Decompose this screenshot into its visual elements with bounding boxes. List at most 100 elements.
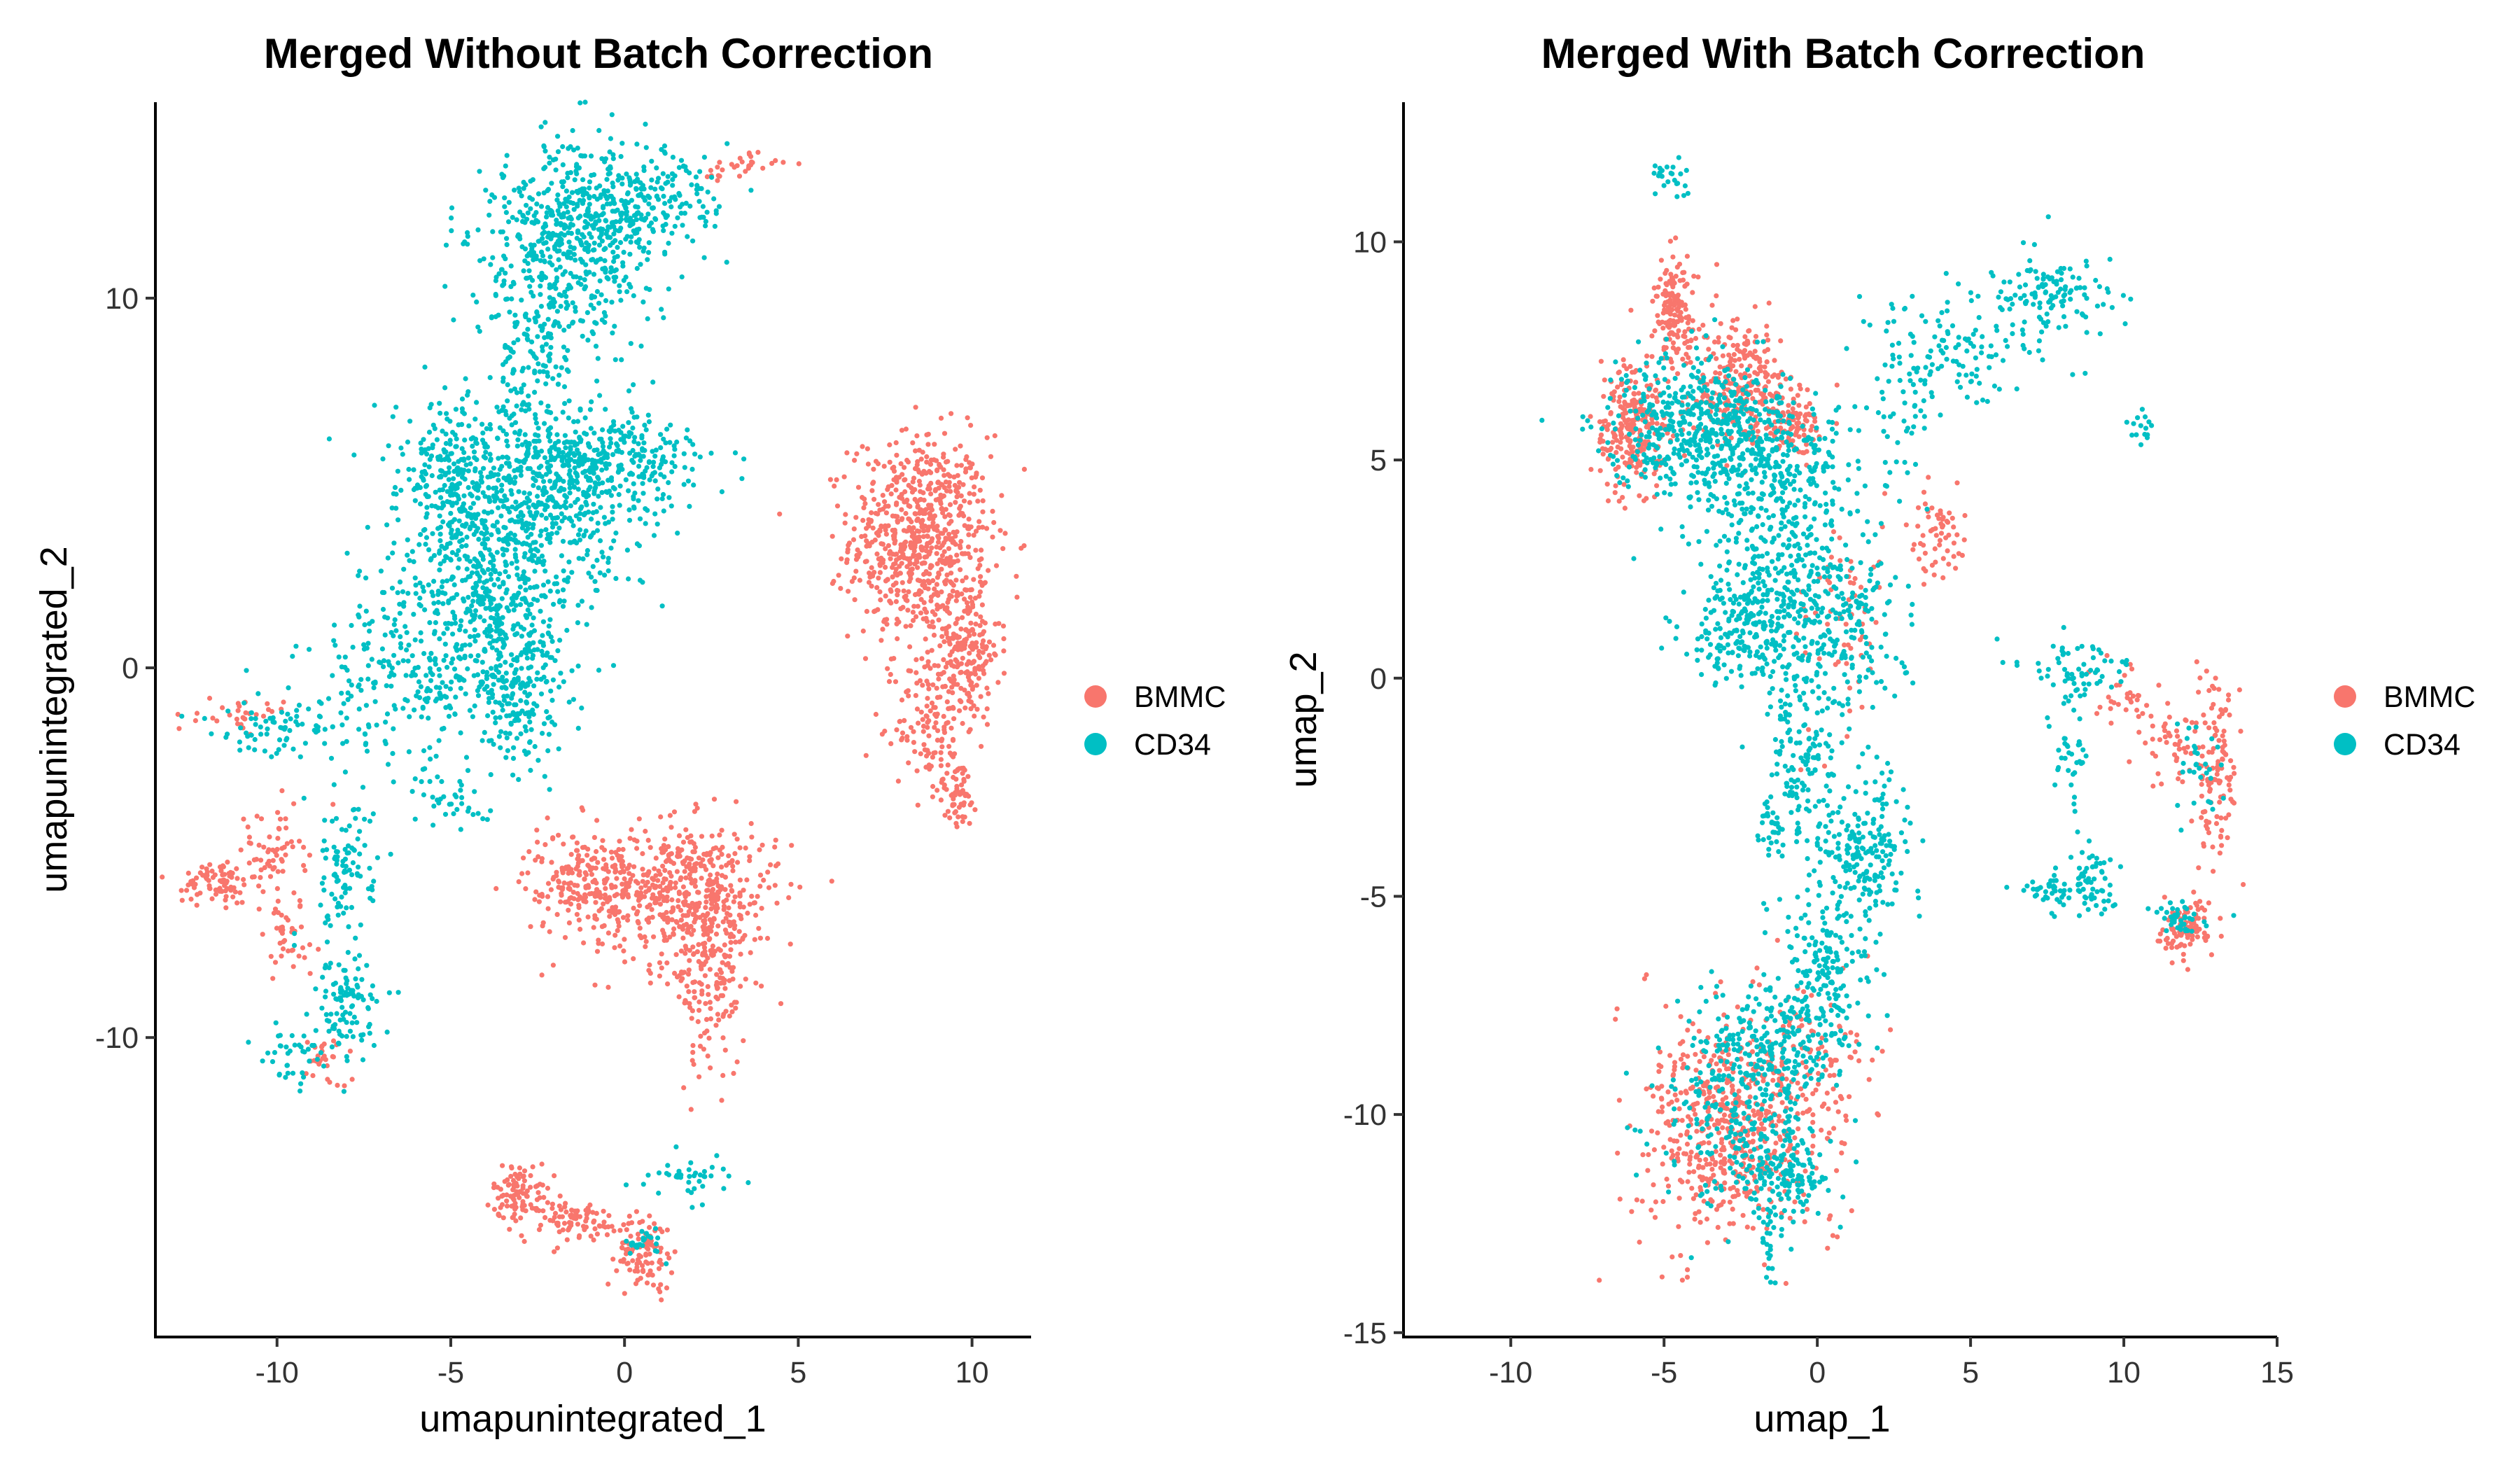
data-point xyxy=(591,1237,596,1242)
data-point xyxy=(632,230,638,236)
data-point xyxy=(617,283,622,288)
data-point xyxy=(598,292,604,298)
data-point xyxy=(410,549,415,554)
data-point xyxy=(673,880,678,886)
data-point xyxy=(954,824,960,830)
data-point xyxy=(271,910,276,916)
data-point xyxy=(477,598,483,604)
data-point xyxy=(418,501,424,507)
data-point xyxy=(655,878,661,883)
data-point xyxy=(533,253,539,259)
data-point xyxy=(883,527,888,533)
data-point xyxy=(673,918,679,925)
data-point xyxy=(945,808,951,814)
data-point xyxy=(660,171,666,176)
data-point xyxy=(947,502,953,507)
data-point xyxy=(547,463,554,469)
data-point xyxy=(618,437,624,442)
data-point xyxy=(916,469,922,475)
data-point xyxy=(913,405,918,410)
data-point xyxy=(692,862,698,867)
data-point xyxy=(578,100,583,106)
data-point xyxy=(500,1163,505,1168)
data-point xyxy=(631,956,636,962)
data-point xyxy=(676,891,682,897)
data-point xyxy=(904,528,909,534)
data-point xyxy=(600,838,606,844)
data-point xyxy=(550,1218,556,1224)
data-point xyxy=(673,885,678,890)
data-point xyxy=(917,497,923,503)
data-point xyxy=(878,541,884,547)
data-point xyxy=(729,1009,735,1014)
data-point xyxy=(749,834,755,840)
data-point xyxy=(496,312,501,318)
data-point xyxy=(476,536,482,542)
data-point xyxy=(624,172,629,177)
data-point xyxy=(701,927,707,933)
data-point xyxy=(883,503,888,509)
data-point xyxy=(560,144,566,150)
data-point xyxy=(648,1242,654,1247)
data-point xyxy=(533,540,538,545)
data-point xyxy=(910,617,916,624)
data-point xyxy=(977,589,983,595)
data-point xyxy=(615,447,622,453)
data-point xyxy=(951,716,957,722)
data-point xyxy=(992,433,997,439)
data-point xyxy=(417,580,423,586)
data-point xyxy=(932,526,937,532)
data-point xyxy=(274,846,280,852)
data-point xyxy=(751,900,757,906)
data-point xyxy=(522,432,528,438)
data-point xyxy=(677,853,682,859)
data-point xyxy=(741,1038,746,1044)
data-point xyxy=(732,850,738,856)
data-point xyxy=(624,289,630,295)
data-point xyxy=(720,919,726,925)
data-point xyxy=(730,976,736,982)
data-point xyxy=(575,848,580,853)
data-point xyxy=(508,488,514,493)
data-point xyxy=(941,540,947,545)
data-point xyxy=(541,241,547,246)
data-point xyxy=(603,862,609,868)
data-point xyxy=(846,540,853,546)
data-point xyxy=(899,507,904,512)
data-point xyxy=(528,1172,533,1179)
data-point xyxy=(223,894,229,899)
data-point xyxy=(918,456,924,462)
data-point xyxy=(948,489,953,494)
data-point xyxy=(430,593,436,598)
data-point xyxy=(913,657,919,663)
data-point xyxy=(967,594,973,601)
data-point xyxy=(623,1251,629,1256)
data-point xyxy=(705,888,710,893)
data-point xyxy=(619,357,624,363)
data-point xyxy=(592,430,597,436)
data-point xyxy=(506,219,512,225)
data-point xyxy=(591,272,597,277)
data-point xyxy=(657,902,664,907)
data-point xyxy=(1000,546,1006,552)
data-point xyxy=(330,1054,336,1060)
data-point xyxy=(864,559,869,564)
data-point xyxy=(407,477,412,482)
data-point xyxy=(689,182,694,188)
data-point xyxy=(592,294,598,300)
data-point xyxy=(550,836,556,841)
data-point xyxy=(496,456,501,461)
data-point xyxy=(681,1085,687,1091)
data-point xyxy=(637,933,643,939)
data-point xyxy=(562,934,568,940)
data-point xyxy=(930,755,935,760)
data-point xyxy=(448,451,454,456)
data-point xyxy=(950,802,955,808)
data-point xyxy=(621,869,626,874)
data-point xyxy=(536,361,541,367)
data-point xyxy=(563,445,568,451)
data-point xyxy=(594,197,600,202)
data-point xyxy=(547,358,552,364)
data-point xyxy=(489,315,494,321)
data-point xyxy=(392,617,398,623)
